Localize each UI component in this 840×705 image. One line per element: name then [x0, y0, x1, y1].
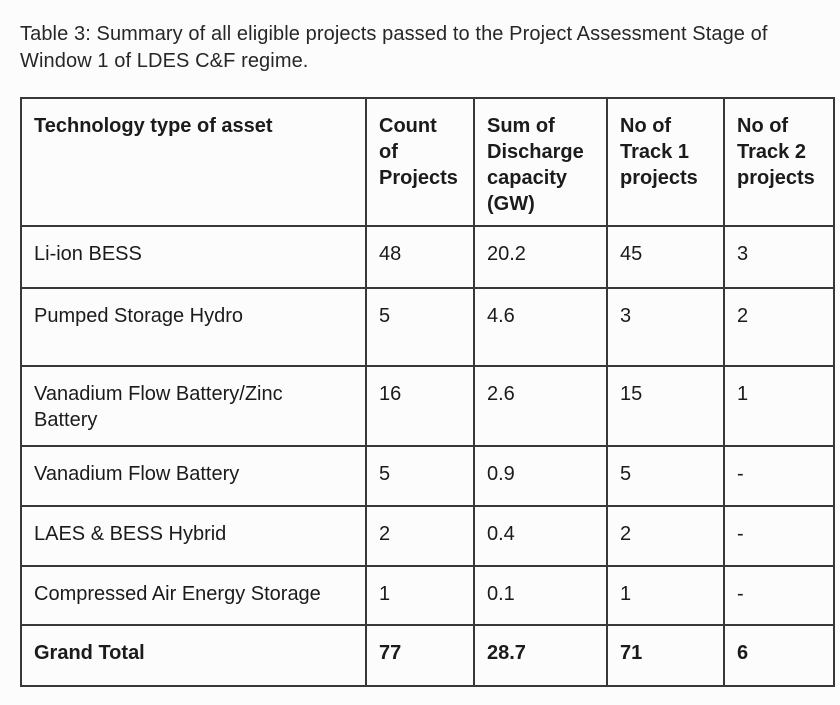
- cell-track2: 1: [723, 365, 835, 447]
- cell-technology: Grand Total: [20, 624, 367, 687]
- cell-capacity: 0.1: [473, 565, 608, 626]
- grand-total-row: Grand Total 77 28.7 71 6: [20, 624, 835, 687]
- cell-capacity: 4.6: [473, 287, 608, 367]
- cell-capacity: 2.6: [473, 365, 608, 447]
- cell-technology: Compressed Air Energy Storage: [20, 565, 367, 626]
- cell-track1: 3: [606, 287, 725, 367]
- cell-capacity: 28.7: [473, 624, 608, 687]
- cell-track2: 3: [723, 225, 835, 289]
- table-row: Pumped Storage Hydro 5 4.6 3 2: [20, 287, 835, 367]
- cell-track1: 2: [606, 505, 725, 567]
- table-header-row: Technology type of asset Count of Projec…: [20, 97, 835, 227]
- cell-capacity: 0.9: [473, 445, 608, 507]
- table-row: Vanadium Flow Battery/Zinc Battery 16 2.…: [20, 365, 835, 447]
- col-header-count: Count of Projects: [365, 97, 475, 227]
- cell-count: 16: [365, 365, 475, 447]
- cell-count: 1: [365, 565, 475, 626]
- cell-capacity: 0.4: [473, 505, 608, 567]
- table-row: Vanadium Flow Battery 5 0.9 5 -: [20, 445, 835, 507]
- cell-technology: Vanadium Flow Battery/Zinc Battery: [20, 365, 367, 447]
- cell-technology: Pumped Storage Hydro: [20, 287, 367, 367]
- cell-count: 77: [365, 624, 475, 687]
- cell-count: 48: [365, 225, 475, 289]
- cell-technology: Li-ion BESS: [20, 225, 367, 289]
- cell-track1: 1: [606, 565, 725, 626]
- cell-technology: Vanadium Flow Battery: [20, 445, 367, 507]
- cell-track2: -: [723, 445, 835, 507]
- cell-count: 5: [365, 287, 475, 367]
- cell-track2: -: [723, 565, 835, 626]
- cell-count: 2: [365, 505, 475, 567]
- cell-track1: 5: [606, 445, 725, 507]
- table-row: Li-ion BESS 48 20.2 45 3: [20, 225, 835, 289]
- table-row: LAES & BESS Hybrid 2 0.4 2 -: [20, 505, 835, 567]
- table-caption: Table 3: Summary of all eligible project…: [20, 23, 768, 72]
- cell-track2: -: [723, 505, 835, 567]
- cell-track1: 15: [606, 365, 725, 447]
- col-header-technology: Technology type of asset: [20, 97, 367, 227]
- cell-track2: 6: [723, 624, 835, 687]
- cell-track2: 2: [723, 287, 835, 367]
- cell-technology: LAES & BESS Hybrid: [20, 505, 367, 567]
- col-header-track1: No of Track 1 projects: [606, 97, 725, 227]
- cell-track1: 45: [606, 225, 725, 289]
- cell-capacity: 20.2: [473, 225, 608, 289]
- table-row: Compressed Air Energy Storage 1 0.1 1 -: [20, 565, 835, 626]
- col-header-capacity: Sum of Discharge capacity (GW): [473, 97, 608, 227]
- cell-track1: 71: [606, 624, 725, 687]
- cell-count: 5: [365, 445, 475, 507]
- eligible-projects-table: Technology type of asset Count of Projec…: [20, 97, 835, 687]
- col-header-track2: No of Track 2 projects: [723, 97, 835, 227]
